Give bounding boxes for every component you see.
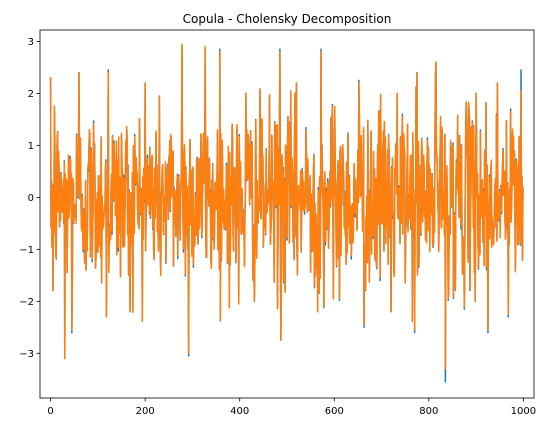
plot-area [49,43,524,383]
y-tick-label: −2 [19,297,34,308]
x-tick-label: 600 [325,406,344,417]
series-line-1 [49,43,524,370]
y-tick-label: −1 [19,245,34,256]
x-tick-label: 400 [230,406,249,417]
axes-frame [39,29,535,399]
y-tick-label: 1 [28,141,34,152]
x-tick-label: 200 [136,406,155,417]
x-tick-label: 800 [419,406,438,417]
axes: 0 200 400 600 800 1000 −3 −2 −1 0 1 2 3 [19,29,536,417]
x-tick-label: 0 [47,406,53,417]
chart-title: Copula - Cholensky Decomposition [183,12,392,26]
x-tick-label: 1000 [511,406,536,417]
y-tick-label: 3 [28,37,34,48]
y-tick-label: 0 [28,193,34,204]
y-tick-label: −3 [19,349,34,360]
y-tick-label: 2 [28,89,34,100]
